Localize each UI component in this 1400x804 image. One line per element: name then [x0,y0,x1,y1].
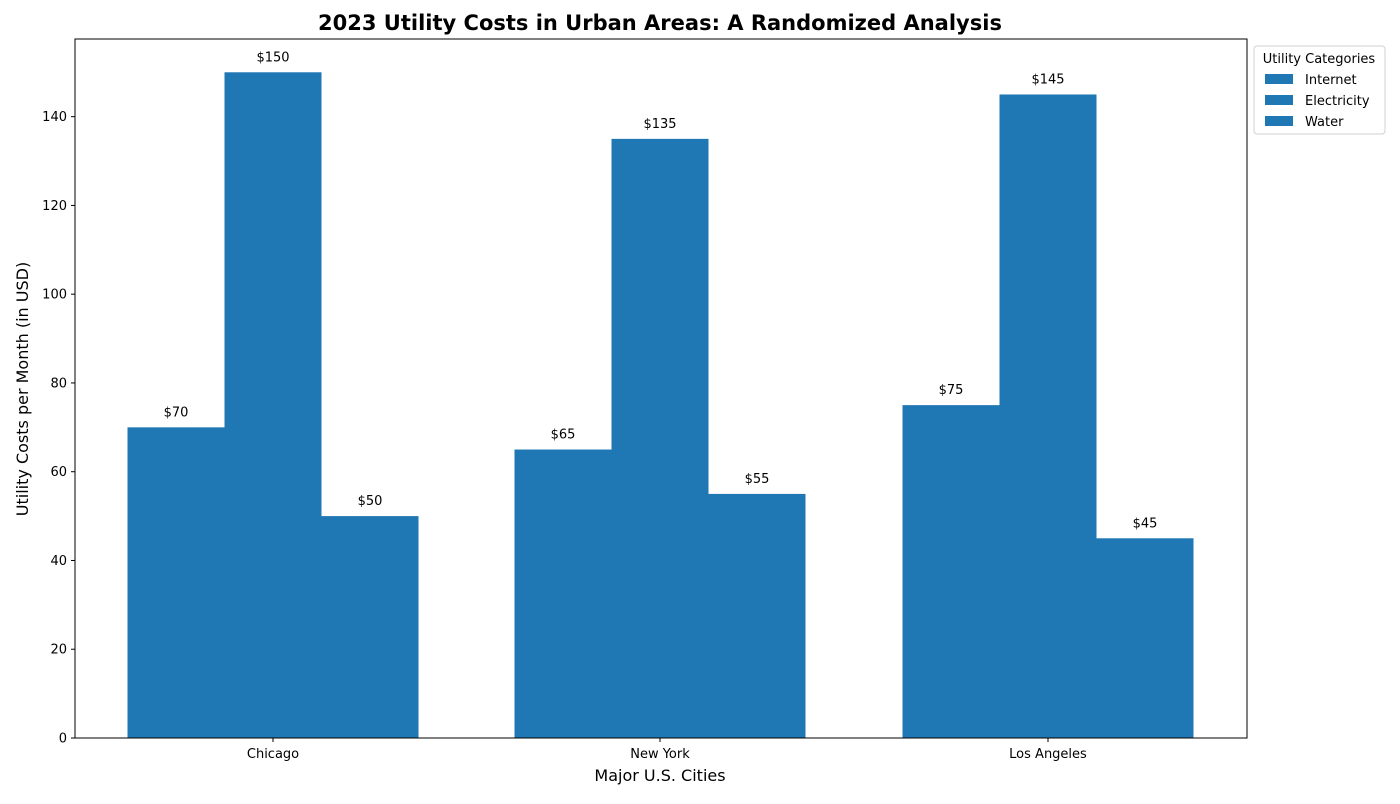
y-axis-label: Utility Costs per Month (in USD) [13,262,32,516]
data-label: $150 [256,50,289,65]
legend-title: Utility Categories [1263,52,1376,67]
y-tick-label: 40 [50,554,67,569]
y-tick-label: 0 [59,732,67,747]
legend-box [1253,45,1386,135]
legend-item-label: Internet [1305,73,1357,88]
legend-swatch [1265,95,1293,105]
data-label: $135 [643,117,676,132]
bar-internet [514,449,612,738]
bar-water [321,516,419,738]
legend-swatch [1265,116,1293,126]
legend-swatch [1265,74,1293,84]
plot-area: 0 20 40 60 80 100 120 140 Chicago $70 $150 $50 New Y… [42,50,1194,762]
data-label: $75 [939,383,964,398]
y-tick-label: 20 [50,643,67,658]
bar-internet [902,405,1000,738]
data-label: $145 [1031,72,1064,87]
data-label: $65 [551,428,576,443]
y-tick-label: 60 [50,465,67,480]
bar-electricity [611,138,709,738]
bar-water [1096,538,1194,738]
x-axis-label: Major U.S. Cities [594,766,725,785]
bar-internet [127,427,225,738]
x-tick-label: Chicago [247,747,299,762]
x-tick-label: New York [630,747,690,762]
y-tick-label: 120 [42,199,67,214]
bar-water [708,493,806,738]
y-tick-label: 100 [42,288,67,303]
legend-item-label: Water [1305,115,1344,130]
bar-electricity [999,94,1097,738]
legend-item-label: Electricity [1305,94,1370,109]
y-tick-label: 80 [50,376,67,391]
data-label: $45 [1133,516,1158,531]
data-label: $70 [164,405,189,420]
x-tick-label: Los Angeles [1009,747,1087,762]
data-label: $50 [358,494,383,509]
chart-title: 2023 Utility Costs in Urban Areas: A Ran… [318,11,1002,35]
y-tick-label: 140 [42,110,67,125]
data-label: $55 [745,472,770,487]
bar-electricity [224,72,322,739]
plot-frame [74,38,1248,739]
legend: Utility Categories Internet Electricity Wa… [1253,45,1386,135]
